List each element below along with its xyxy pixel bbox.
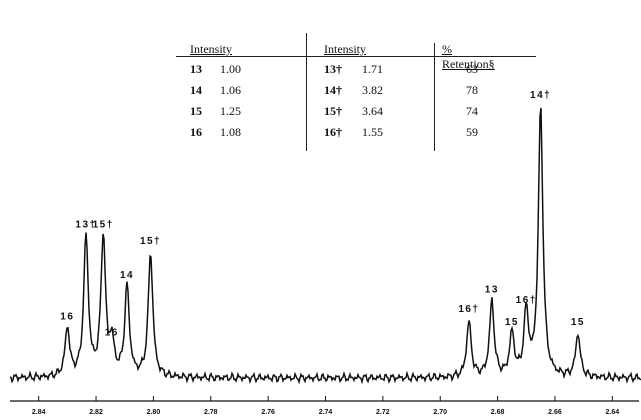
x-tick-label: 2.76: [261, 409, 275, 416]
x-tick-label: 2.68: [491, 409, 505, 416]
table-header-retention: % Retention§: [442, 42, 495, 71]
row-intensity: 1.25: [220, 104, 241, 118]
row-compound: 16: [190, 125, 202, 139]
peak-label: 13: [485, 284, 499, 295]
row-intensity-dagger: 1.71: [362, 62, 383, 76]
table-header-rule: [176, 56, 536, 57]
row-retention: 59: [466, 125, 478, 139]
table-header-intensity: Intensity: [190, 42, 232, 56]
table-header-intensity-dagger: Intensity: [324, 42, 366, 56]
row-retention: 74: [466, 104, 478, 118]
x-tick-label: 2.64: [606, 409, 620, 416]
row-compound-dagger: 14†: [324, 83, 342, 97]
row-intensity-dagger: 3.82: [362, 83, 383, 97]
row-compound: 14: [190, 83, 202, 97]
x-tick-label: 2.78: [204, 409, 218, 416]
row-retention: 78: [466, 83, 478, 97]
row-intensity: 1.00: [220, 62, 241, 76]
row-compound: 13: [190, 62, 202, 76]
row-compound: 15: [190, 104, 202, 118]
peak-label: 15†: [140, 236, 161, 247]
peak-label: 14: [120, 270, 134, 281]
row-compound-dagger: 13†: [324, 62, 342, 76]
peak-label: 14†: [530, 90, 551, 101]
row-intensity-dagger: 3.64: [362, 104, 383, 118]
table-divider-2: [434, 43, 435, 151]
row-retention: 63: [466, 62, 478, 76]
x-tick-label: 2.82: [89, 409, 103, 416]
table-divider-1: [306, 33, 307, 151]
x-tick-label: 2.66: [548, 409, 562, 416]
peak-label: 16: [60, 311, 74, 322]
x-tick-label: 2.84: [32, 409, 46, 416]
peak-label: 15†: [93, 220, 114, 231]
row-intensity-dagger: 1.55: [362, 125, 383, 139]
x-tick-label: 2.72: [376, 409, 390, 416]
row-compound-dagger: 15†: [324, 104, 342, 118]
x-tick-label: 2.70: [433, 409, 447, 416]
x-tick-label: 2.80: [147, 409, 161, 416]
peak-label: 13†: [75, 220, 96, 231]
row-intensity: 1.06: [220, 83, 241, 97]
spectrum-trace: [9, 107, 641, 385]
x-tick-label: 2.74: [319, 409, 333, 416]
peak-label: 16: [105, 328, 119, 339]
peak-label: 15: [505, 317, 519, 328]
row-compound-dagger: 16†: [324, 125, 342, 139]
peak-label: 15: [571, 317, 585, 328]
peak-label: 16†: [458, 304, 479, 315]
row-intensity: 1.08: [220, 125, 241, 139]
peak-label: 16†: [516, 295, 537, 306]
